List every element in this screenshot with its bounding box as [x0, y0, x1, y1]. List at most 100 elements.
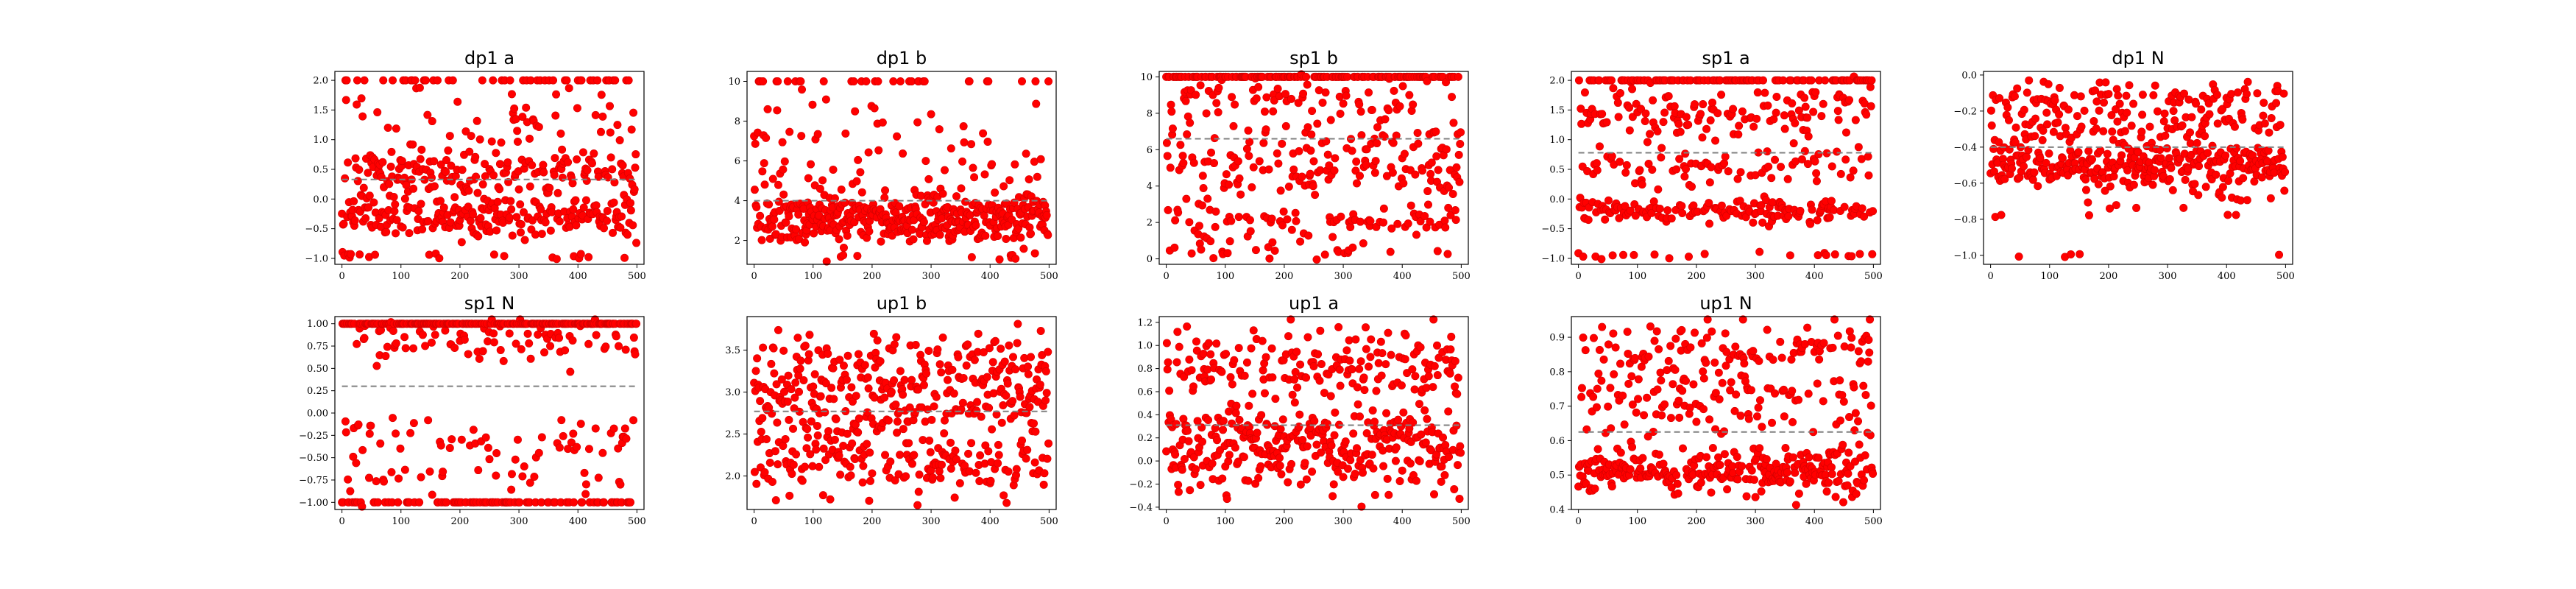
scatter-point: [829, 395, 838, 403]
scatter-point: [555, 334, 564, 342]
scatter-point: [991, 336, 999, 345]
scatter-point: [762, 435, 771, 444]
scatter-point: [457, 238, 466, 247]
scatter-point: [1320, 250, 1329, 259]
scatter-point: [2020, 105, 2028, 114]
scatter-point: [2020, 162, 2028, 171]
scatter-point: [1674, 489, 1682, 498]
scatter-point: [2278, 152, 2287, 161]
panel-title: up1 a: [1289, 293, 1339, 314]
scatter-point: [1401, 331, 1410, 340]
scatter-point: [379, 76, 388, 85]
scatter-point: [949, 389, 958, 398]
scatter-point: [580, 468, 589, 477]
scatter-point: [2114, 91, 2123, 100]
scatter-point: [1334, 322, 1343, 331]
scatter-point: [364, 203, 373, 212]
scatter-point: [1855, 440, 1864, 449]
scatter-point: [352, 459, 361, 468]
scatter-point: [389, 193, 398, 202]
scatter-point: [2208, 141, 2217, 150]
scatter-point: [1198, 201, 1207, 210]
scatter-point: [1278, 221, 1287, 230]
scatter-point: [1212, 99, 1221, 107]
scatter-point: [439, 203, 448, 212]
scatter-point: [1328, 492, 1337, 501]
scatter-point: [2150, 166, 2159, 174]
scatter-point: [579, 203, 588, 212]
scatter-point: [618, 212, 626, 221]
y-tick-label: −0.5: [1541, 224, 1565, 235]
scatter-point: [505, 214, 514, 222]
scatter-point: [1331, 408, 1340, 417]
scatter-point: [358, 502, 367, 511]
scatter-point: [1601, 215, 1610, 224]
scatter-point: [808, 100, 817, 109]
scatter-point: [2013, 84, 2022, 93]
scatter-point: [601, 342, 610, 351]
scatter-point: [794, 210, 803, 219]
scatter-point: [1412, 230, 1420, 239]
scatter-point: [1036, 326, 1045, 335]
scatter-point: [623, 230, 632, 239]
x-tick-label: 100: [392, 271, 410, 282]
x-tick-label: 300: [1334, 516, 1353, 527]
scatter-point: [1202, 109, 1211, 118]
scatter-point: [1847, 343, 1855, 352]
scatter-point: [1303, 442, 1312, 451]
scatter-point: [1307, 130, 1316, 139]
scatter-point: [788, 470, 796, 479]
scatter-point: [1299, 89, 1308, 98]
scatter-point: [969, 163, 977, 172]
scatter-point: [758, 167, 767, 176]
scatter-point: [418, 225, 427, 233]
scatter-point: [1267, 214, 1276, 223]
scatter-point: [489, 329, 498, 338]
scatter-point: [392, 124, 400, 133]
scatter-point: [1225, 180, 1234, 189]
scatter-point: [512, 339, 520, 348]
scatter-point: [1455, 494, 1464, 503]
scatter-point: [868, 469, 877, 478]
scatter-point: [1636, 464, 1645, 473]
scatter-point: [1372, 387, 1381, 395]
y-tick-label: −1.0: [305, 253, 328, 264]
scatter-point: [515, 498, 524, 507]
x-tick-label: 500: [628, 271, 646, 282]
scatter-point: [1259, 366, 1267, 375]
scatter-point: [2106, 204, 2115, 213]
scatter-point: [1256, 462, 1265, 470]
y-tick-label: 1.0: [1549, 135, 1565, 146]
scatter-point: [1277, 470, 1286, 479]
scatter-point: [1796, 206, 1805, 215]
scatter-point: [807, 160, 815, 169]
scatter-point: [841, 129, 850, 138]
scatter-point: [1590, 484, 1599, 493]
scatter-point: [1025, 175, 1033, 184]
scatter-point: [2023, 88, 2031, 97]
scatter-point: [1342, 346, 1351, 355]
scatter-point: [762, 133, 771, 142]
scatter-point: [415, 83, 424, 92]
scatter-point: [396, 444, 405, 453]
scatter-point: [1379, 204, 1388, 213]
scatter-point: [1707, 488, 1716, 497]
scatter-point: [2129, 180, 2138, 189]
scatter-point: [970, 173, 979, 182]
scatter-point: [1831, 493, 1840, 501]
scatter-point: [821, 95, 830, 104]
scatter-point: [1702, 453, 1711, 462]
scatter-point: [1654, 185, 1663, 194]
scatter-point: [1763, 101, 1772, 110]
scatter-point: [1234, 213, 1243, 222]
scatter-point: [1011, 365, 1020, 374]
x-tick-label: 500: [628, 516, 646, 527]
scatter-point: [398, 223, 407, 232]
scatter-point: [779, 190, 788, 199]
scatter-point: [774, 325, 782, 334]
scatter-point: [2218, 183, 2227, 191]
scatter-point: [902, 472, 910, 481]
scatter-point: [759, 77, 768, 86]
scatter-point: [627, 125, 636, 134]
scatter-point: [558, 173, 567, 182]
